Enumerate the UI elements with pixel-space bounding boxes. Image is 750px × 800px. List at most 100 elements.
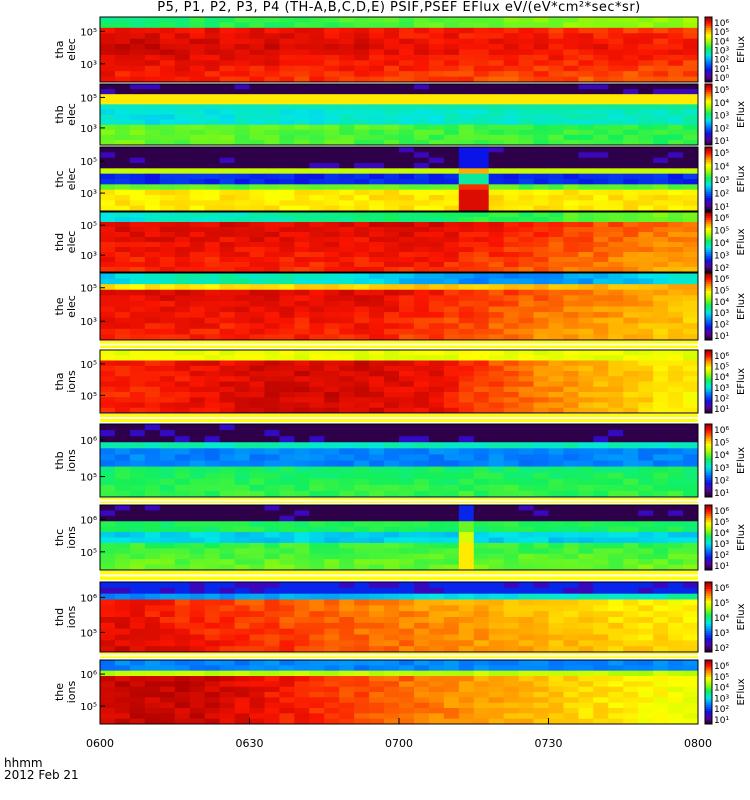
heat-cell (473, 247, 490, 253)
heat-cell (503, 189, 519, 196)
heat-cell (503, 634, 519, 641)
heat-cell (174, 195, 191, 201)
heat-cell (578, 564, 594, 571)
colorbar-tick-label: 10² (714, 644, 729, 654)
heat-cell (593, 60, 609, 67)
heat-cell (174, 134, 191, 141)
heat-cell (279, 22, 295, 29)
heat-cell (144, 397, 161, 403)
heat-cell (488, 605, 505, 612)
heat-cell (503, 157, 519, 164)
colorbar-cell (705, 238, 712, 241)
heat-cell (324, 622, 340, 630)
heat-cell (563, 611, 579, 618)
heat-cell (399, 247, 415, 253)
heat-cell (683, 478, 699, 486)
heat-cell (354, 532, 370, 538)
heat-cell (204, 365, 220, 372)
heat-cell (623, 262, 639, 268)
heat-cell (473, 553, 490, 560)
heat-cell (533, 448, 549, 455)
heat-cell (354, 17, 370, 23)
heat-cell (279, 665, 295, 672)
heat-cell (174, 109, 191, 115)
heat-cell (264, 436, 280, 443)
heat-cell (668, 212, 684, 218)
heat-cell (608, 605, 624, 612)
heat-cell (638, 38, 654, 45)
heat-cell (159, 686, 176, 693)
heat-cell (518, 76, 534, 83)
heat-cell (324, 350, 340, 356)
heat-cell (204, 559, 220, 565)
heat-cell (100, 222, 116, 228)
heat-cell (294, 548, 310, 555)
heat-cell (279, 278, 295, 285)
heat-cell (638, 436, 654, 443)
heat-cell (114, 365, 131, 372)
colorbar-cell (705, 84, 712, 87)
heat-cell (533, 27, 549, 34)
heat-cell (399, 407, 415, 414)
heat-cell (503, 640, 519, 647)
heat-cell (279, 139, 295, 146)
heat-cell (234, 515, 250, 522)
heat-cell (339, 478, 355, 486)
heat-cell (174, 252, 191, 258)
heat-cell (219, 109, 235, 115)
heat-cell (189, 33, 206, 40)
heat-cell (384, 505, 400, 511)
heat-cell (279, 247, 295, 253)
heat-cell (623, 665, 639, 672)
heat-cell (503, 119, 519, 126)
heat-cell (473, 257, 490, 263)
heat-cell (129, 173, 146, 180)
heat-cell (653, 168, 669, 175)
heat-cell (189, 22, 206, 29)
heat-cell (309, 200, 325, 207)
heat-cell (503, 134, 519, 141)
heat-cell (294, 124, 310, 131)
heat-cell (249, 300, 265, 307)
heat-cell (219, 278, 235, 285)
heat-cell (114, 54, 131, 61)
colorbar-cell (705, 224, 712, 227)
heat-cell (623, 134, 639, 141)
heat-cell (593, 665, 609, 672)
heat-cell (593, 542, 609, 549)
heat-cell (324, 257, 340, 263)
heat-cell (533, 38, 549, 45)
heat-cell (100, 532, 116, 538)
heat-cell (623, 376, 639, 382)
heat-cell (144, 289, 161, 296)
heat-cell (458, 392, 475, 398)
heat-cell (668, 548, 684, 555)
heat-cell (249, 537, 265, 544)
heat-cell (578, 247, 594, 253)
heat-cell (384, 312, 400, 319)
heat-cell (279, 381, 295, 388)
heat-cell (264, 665, 280, 672)
heat-cell (219, 350, 235, 356)
heat-cell (339, 360, 355, 367)
heat-cell (443, 548, 460, 555)
heat-cell (159, 430, 176, 437)
heat-cell (623, 587, 639, 595)
heat-cell (593, 640, 609, 647)
heat-cell (458, 490, 475, 498)
heat-cell (159, 104, 176, 110)
colorbar-cell (705, 246, 712, 249)
heat-cell (144, 686, 161, 693)
heat-cell (249, 436, 265, 443)
heat-cell (458, 442, 475, 449)
colorbar-cell (705, 164, 712, 167)
heat-cell (219, 237, 235, 243)
heat-cell (593, 157, 609, 164)
heat-cell (294, 71, 310, 77)
heat-cell (159, 89, 176, 95)
heat-cell (668, 129, 684, 136)
colorbar-cell (705, 649, 712, 653)
heat-cell (114, 49, 131, 56)
heat-cell (668, 466, 684, 474)
